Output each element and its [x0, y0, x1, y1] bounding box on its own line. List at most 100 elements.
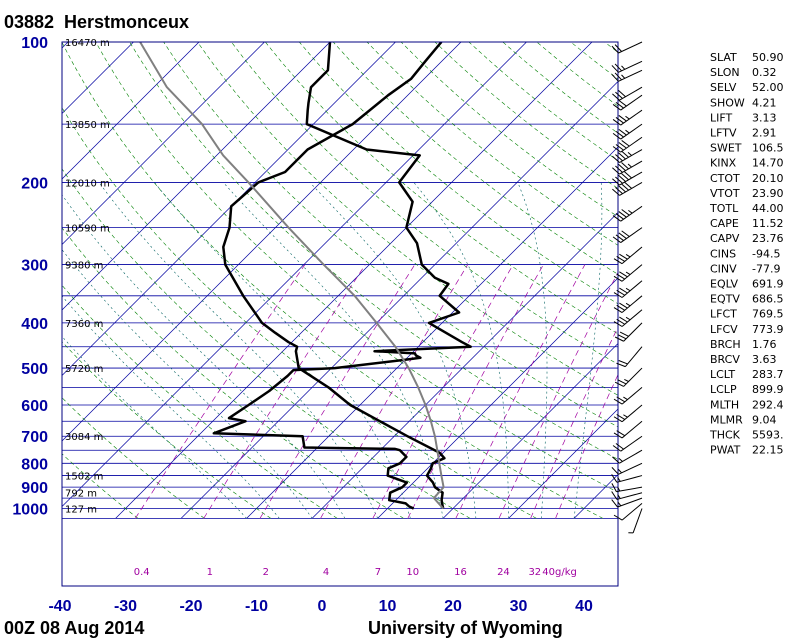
index-value: 106.5	[752, 142, 784, 155]
moist-adiabat	[309, 182, 477, 519]
mixing-ratio-label: 24	[497, 567, 510, 578]
moist-adiabat	[62, 194, 346, 519]
index-name: MLTH	[710, 398, 739, 411]
index-name: SWET	[710, 142, 742, 155]
mixing-ratio-line	[498, 271, 618, 519]
wind-barb	[612, 86, 643, 101]
mixing-ratio-line	[372, 264, 514, 519]
indices-table: SLAT 50.90 SLON 0.32 SELV 52.00 SHOW 4.21 LIFT 3.…	[709, 51, 784, 457]
temperature-tick-label: 10	[379, 598, 397, 615]
mixing-ratio-label: 10	[406, 567, 419, 578]
wind-barb	[613, 502, 643, 521]
temperature-tick-label: -40	[48, 598, 71, 615]
index-name: SLAT	[710, 51, 737, 64]
index-name: SLON	[710, 66, 740, 79]
wind-barb	[613, 420, 643, 439]
wind-barb	[612, 181, 643, 196]
moist-adiabat	[98, 182, 378, 519]
wind-barb	[612, 123, 643, 140]
isotherm-line	[62, 42, 527, 507]
isotherm-line	[62, 42, 134, 114]
dry-adiabat	[197, 42, 618, 396]
dry-adiabat	[62, 284, 338, 519]
mixing-ratio-line	[555, 373, 618, 519]
dry-adiabat	[129, 42, 618, 460]
index-value: 52.00	[752, 81, 784, 94]
index-value: 686.5	[752, 293, 784, 306]
dry-adiabat	[62, 341, 271, 519]
index-name: LFCV	[710, 323, 738, 336]
mixing-ratio-label: 16	[454, 567, 467, 578]
index-value: 23.90	[752, 187, 784, 200]
height-label: 127 m	[65, 505, 97, 516]
wind-barbs	[611, 41, 643, 534]
height-label: 13850 m	[65, 120, 110, 131]
wind-barb	[611, 483, 643, 493]
data-source: University of Wyoming	[368, 618, 563, 638]
height-label: 9380 m	[65, 261, 103, 272]
wind-barb	[611, 60, 643, 73]
index-name: THCK	[709, 429, 741, 442]
mixing-ratio-label: 1	[207, 567, 213, 578]
wind-barb	[612, 149, 643, 163]
isotherm-line	[180, 81, 618, 519]
pressure-label: 100	[21, 35, 48, 52]
pressure-label: 600	[21, 398, 48, 415]
pressure-label: 500	[21, 361, 48, 378]
wind-barb	[612, 205, 643, 222]
wind-barb	[612, 227, 643, 243]
index-value: -94.5	[752, 247, 780, 260]
grid-layer	[0, 42, 618, 519]
temperature-tick-label: 20	[444, 598, 462, 615]
mixing-ratio-line	[455, 264, 586, 519]
dry-adiabat	[62, 397, 205, 519]
mixing-ratio-line	[320, 264, 468, 519]
index-name: LCLP	[710, 383, 737, 396]
moist-adiabat	[517, 182, 548, 519]
index-value: 50.90	[752, 51, 784, 64]
wind-barb	[613, 404, 643, 423]
isotherm-line	[311, 212, 618, 519]
dry-adiabat	[163, 42, 618, 428]
index-name: SHOW	[710, 96, 745, 109]
wind-barb	[611, 497, 643, 508]
pressure-label: 1000	[12, 502, 48, 519]
wind-barb	[611, 462, 643, 475]
moist-adiabat	[413, 182, 509, 519]
trace-temperature	[222, 42, 446, 509]
mixing-ratio-label: 32	[528, 567, 541, 578]
index-name: BRCH	[710, 338, 741, 351]
temperature-tick-label: -10	[245, 598, 268, 615]
mixing-ratio-label: 2	[263, 567, 269, 578]
wind-barb	[612, 160, 643, 175]
wind-barb	[628, 508, 643, 534]
wind-barb	[611, 41, 643, 54]
mixing-ratio-line	[530, 326, 618, 519]
wind-barb	[614, 322, 643, 342]
temperature-tick-label: -30	[114, 598, 137, 615]
height-label: 1502 m	[65, 472, 103, 483]
dry-adiabat	[62, 453, 139, 519]
wind-barb	[612, 109, 643, 126]
dry-adiabat	[62, 42, 604, 519]
isotherm-line	[0, 42, 3, 518]
dry-adiabat	[299, 42, 618, 305]
index-name: EQLV	[710, 278, 739, 291]
trace-parcel	[139, 42, 445, 510]
index-name: BRCV	[710, 353, 740, 366]
plot-frame	[61, 41, 619, 587]
index-value: 20.10	[752, 172, 784, 185]
index-value: 2.91	[752, 127, 777, 140]
mixing-ratio-line	[407, 264, 544, 519]
index-value: -77.9	[752, 262, 780, 275]
wind-barb	[612, 171, 643, 186]
mixing-ratio-label: 7	[375, 567, 381, 578]
isotherm-line	[62, 42, 265, 245]
pressure-label: 700	[21, 429, 48, 446]
wind-barb	[611, 491, 643, 500]
isotherm-line	[62, 42, 200, 180]
isotherm-line	[62, 42, 331, 311]
moist-adiabat	[573, 182, 603, 519]
index-value: 899.9	[752, 383, 784, 396]
index-value: 1.76	[752, 338, 777, 351]
